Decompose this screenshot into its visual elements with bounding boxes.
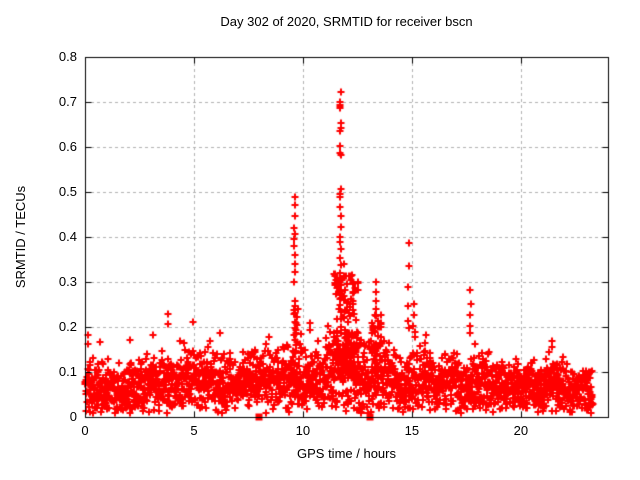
chart-title: Day 302 of 2020, SRMTID for receiver bsc…	[220, 14, 473, 29]
y-tick-label: 0.6	[58, 139, 77, 154]
x-axis-label: GPS time / hours	[297, 446, 396, 461]
x-tick-label: 20	[513, 423, 529, 438]
y-tick-label: 0.5	[58, 184, 77, 199]
y-tick-label: 0.3	[58, 274, 77, 289]
y-tick-label: 0.4	[58, 229, 77, 244]
y-tick-label: 0.8	[58, 49, 77, 64]
y-tick-label: 0.7	[58, 94, 77, 109]
x-tick-label: 5	[190, 423, 198, 438]
y-tick-label: 0.1	[58, 364, 77, 379]
y-tick-label: 0.2	[58, 319, 77, 334]
y-tick-label: 0	[69, 409, 77, 424]
x-tick-label: 10	[295, 423, 311, 438]
x-tick-label: 0	[81, 423, 89, 438]
y-axis-label: SRMTID / TECUs	[12, 185, 28, 289]
x-tick-label: 15	[404, 423, 420, 438]
